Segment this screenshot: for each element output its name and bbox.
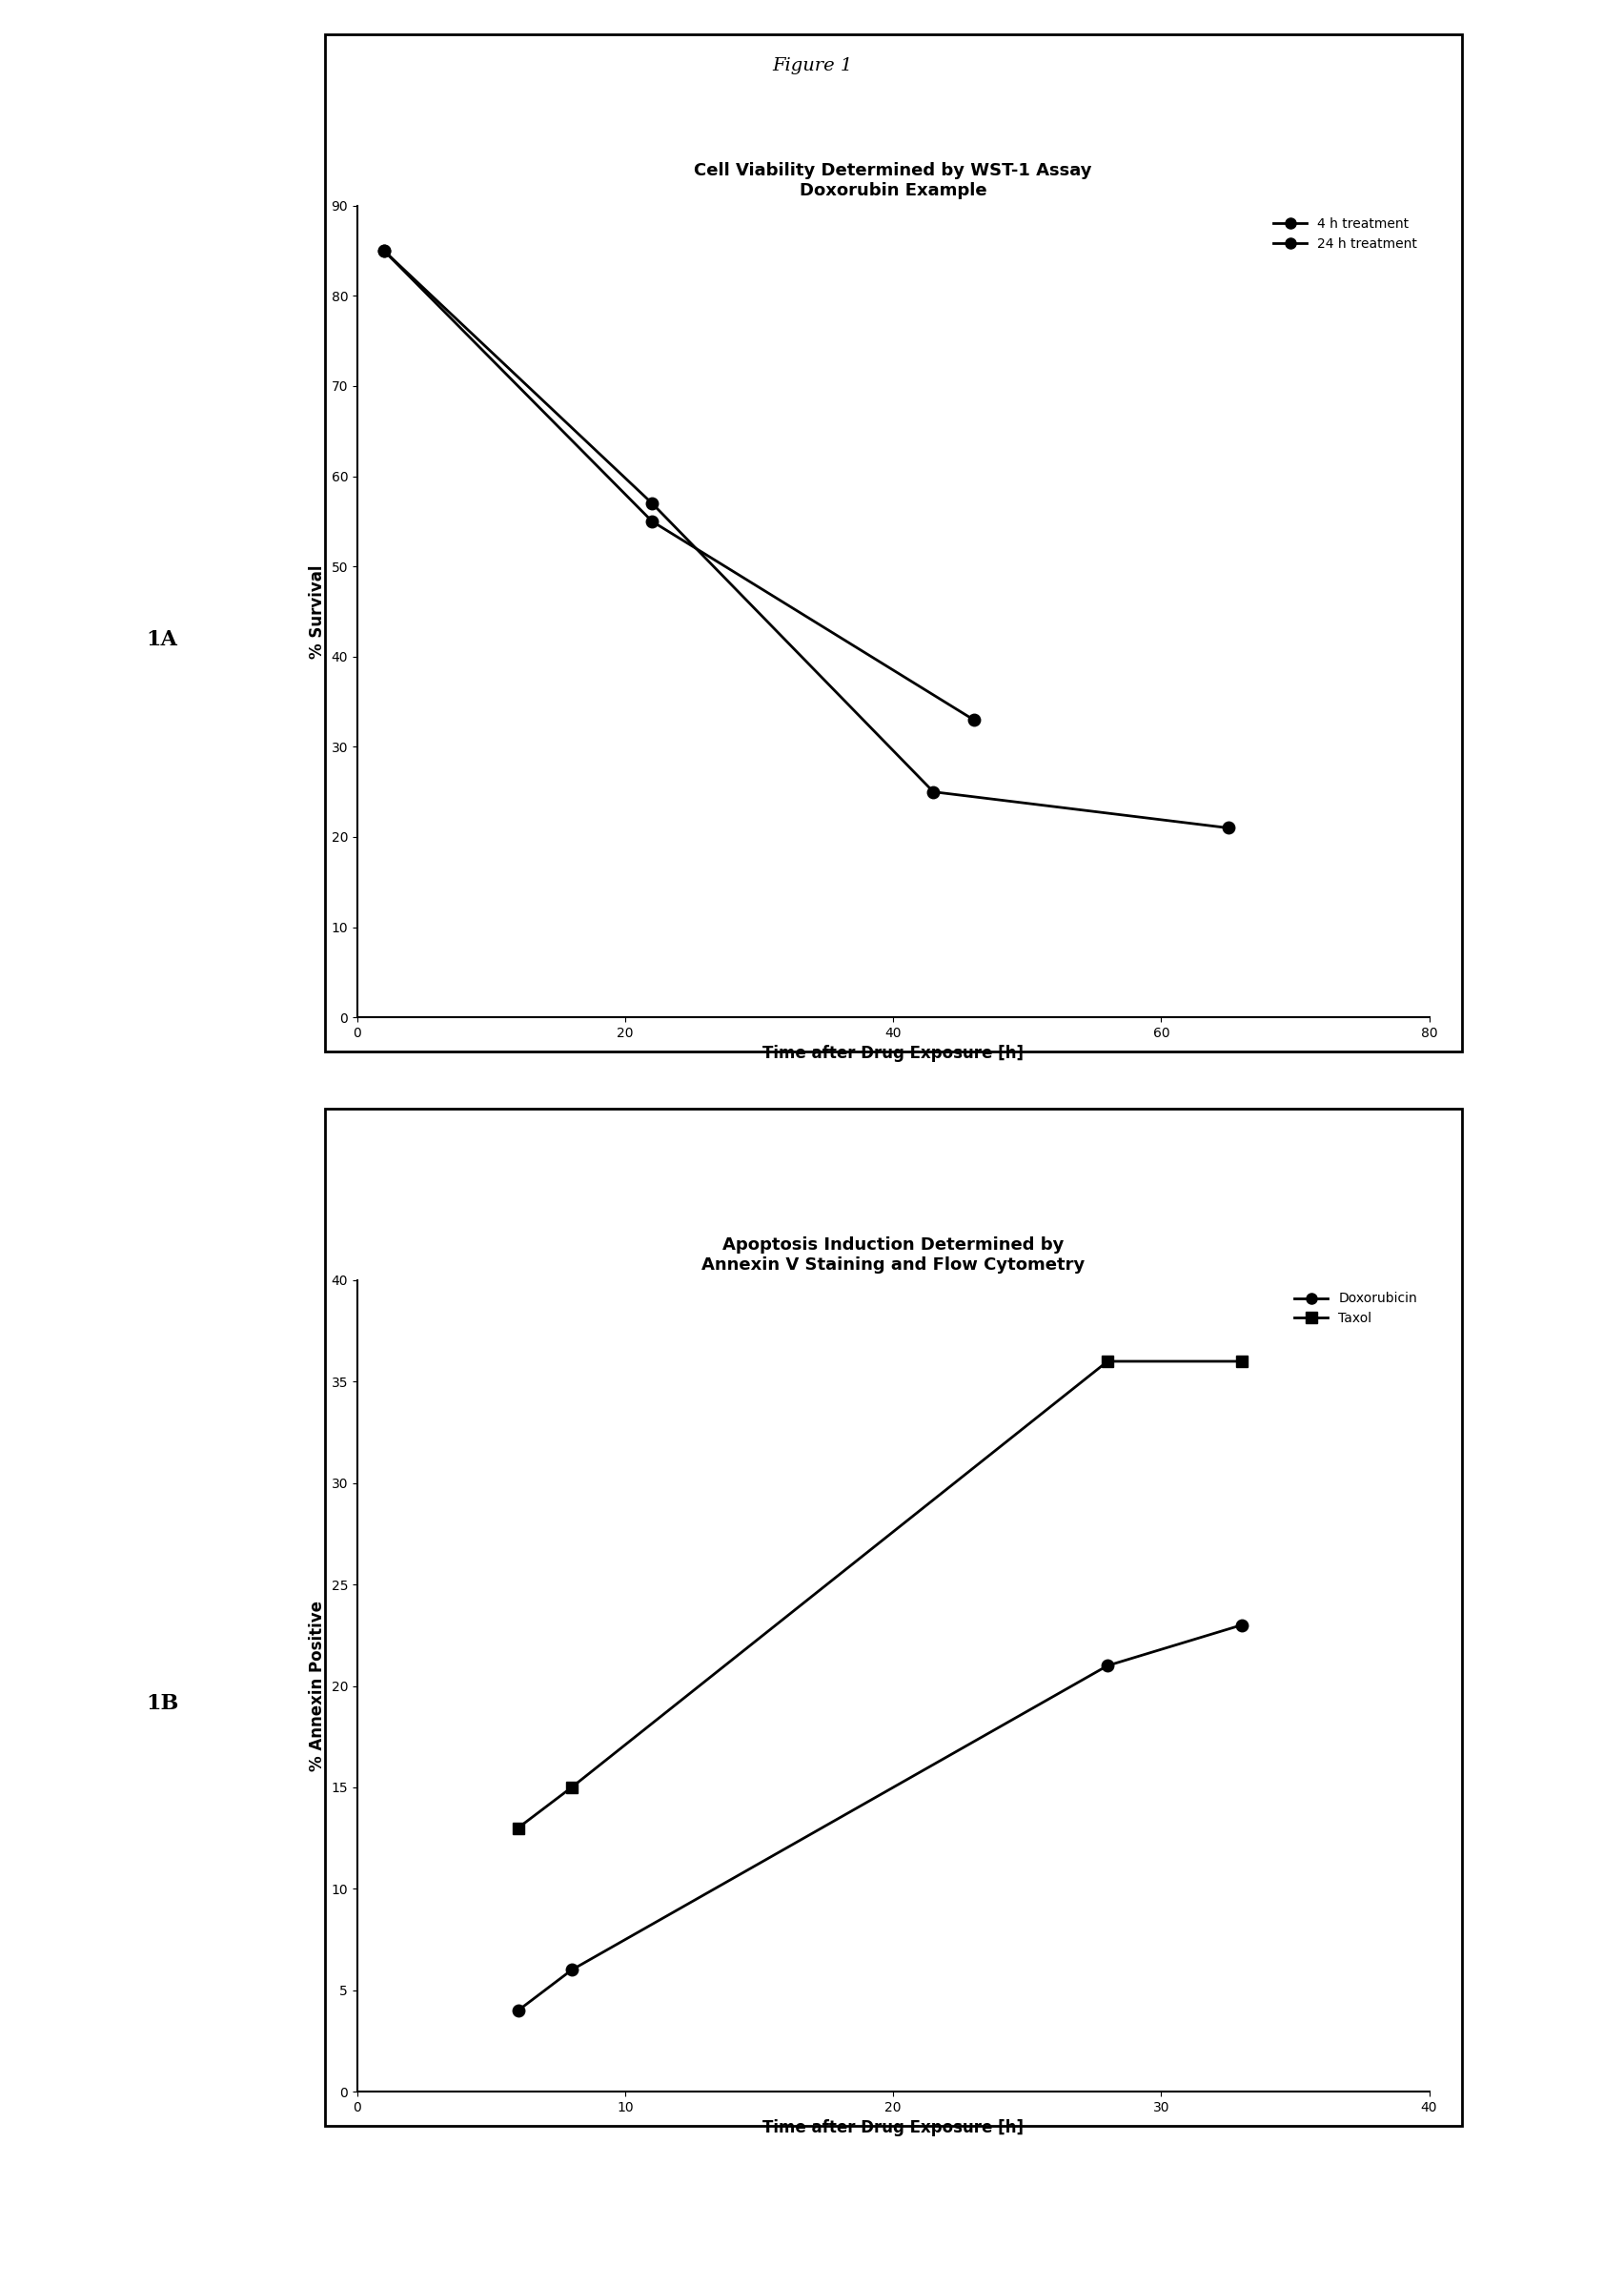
Line: 4 h treatment: 4 h treatment xyxy=(378,245,1234,834)
Taxol xyxy=(562,1774,581,1801)
Doxorubicin xyxy=(1233,1612,1252,1639)
Doxorubicin xyxy=(1098,1653,1117,1680)
24 h treatment xyxy=(965,706,984,734)
X-axis label: Time after Drug Exposure [h]: Time after Drug Exposure [h] xyxy=(763,1045,1023,1063)
Text: 1A: 1A xyxy=(146,629,177,652)
Text: 1B: 1B xyxy=(146,1692,179,1714)
Y-axis label: % Annexin Positive: % Annexin Positive xyxy=(309,1600,326,1772)
Taxol xyxy=(1098,1346,1117,1374)
Legend: Doxorubicin, Taxol: Doxorubicin, Taxol xyxy=(1289,1287,1423,1330)
X-axis label: Time after Drug Exposure [h]: Time after Drug Exposure [h] xyxy=(763,2119,1023,2137)
Line: Doxorubicin: Doxorubicin xyxy=(512,1618,1247,2016)
Line: Taxol: Taxol xyxy=(512,1356,1247,1833)
Taxol xyxy=(508,1815,528,1843)
Legend: 4 h treatment, 24 h treatment: 4 h treatment, 24 h treatment xyxy=(1268,213,1423,256)
24 h treatment xyxy=(374,238,393,265)
Doxorubicin xyxy=(562,1957,581,1984)
Line: 24 h treatment: 24 h treatment xyxy=(378,245,979,725)
Y-axis label: % Survival: % Survival xyxy=(309,565,326,658)
Doxorubicin xyxy=(508,1998,528,2025)
4 h treatment xyxy=(641,489,663,517)
Title: Apoptosis Induction Determined by
Annexin V Staining and Flow Cytometry: Apoptosis Induction Determined by Annexi… xyxy=(702,1237,1085,1273)
4 h treatment xyxy=(924,777,944,805)
Taxol xyxy=(1233,1346,1252,1374)
Title: Cell Viability Determined by WST-1 Assay
Doxorubin Example: Cell Viability Determined by WST-1 Assay… xyxy=(693,162,1093,199)
24 h treatment xyxy=(641,507,663,535)
Text: Figure 1: Figure 1 xyxy=(771,57,853,75)
4 h treatment xyxy=(1218,814,1237,841)
4 h treatment xyxy=(374,238,393,265)
